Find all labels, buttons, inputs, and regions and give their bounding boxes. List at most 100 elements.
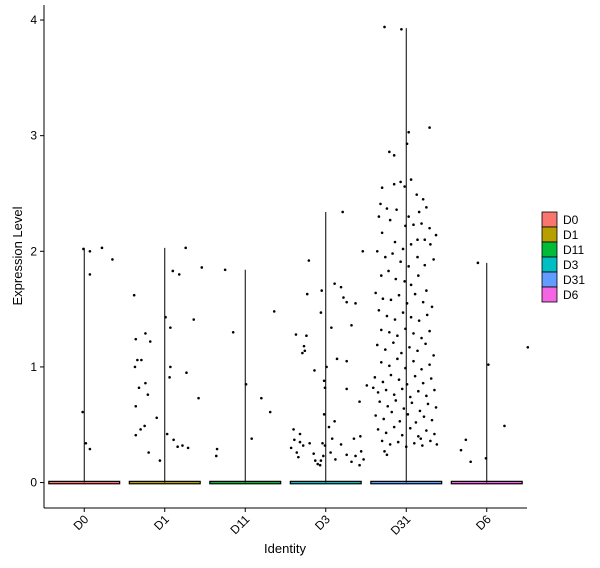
data-point-d11 [214,454,218,458]
data-point-d31 [418,409,422,413]
data-point-d31 [394,399,398,402]
data-point-d31 [384,255,387,259]
data-point-d31 [383,450,386,453]
data-point-d31 [409,283,413,287]
data-point-d3 [341,210,344,214]
data-point-d3 [293,438,296,442]
data-point-d31 [429,439,432,443]
data-point-d1 [197,396,200,400]
data-point-d31 [379,202,382,206]
data-point-d0 [88,447,92,451]
data-point-d31 [428,329,431,333]
data-point-d31 [389,373,393,377]
data-point-d1 [176,445,179,449]
data-point-d31 [396,357,399,361]
data-point-d11 [223,268,227,272]
data-point-d31 [412,223,415,227]
data-point-d0 [88,249,92,253]
data-point-d31 [392,425,396,429]
data-point-d31 [375,249,379,253]
data-point-d31 [388,150,391,154]
data-point-d1 [172,438,175,442]
data-point-d31 [425,206,428,209]
data-point-d3 [327,425,331,429]
data-point-d31 [425,394,428,398]
data-point-d3 [345,387,348,391]
data-point-d31 [384,348,387,351]
x-tick-label: D1 [151,512,172,533]
data-point-d31 [394,277,398,281]
data-point-d31 [413,441,416,445]
data-point-d31 [392,154,396,157]
data-point-d1 [164,315,167,319]
data-point-d31 [434,233,438,237]
data-point-d31 [400,27,403,31]
data-point-d31 [403,185,406,188]
data-point-d1 [147,451,150,454]
data-point-d31 [381,297,385,301]
data-point-d3 [294,333,298,336]
data-point-d31 [420,222,423,225]
data-point-d31 [408,345,411,349]
data-point-d3 [335,357,339,361]
y-tick-label: 2 [30,244,37,258]
data-point-d31 [417,435,420,438]
data-point-d31 [421,444,424,447]
data-point-d31 [433,432,436,436]
data-point-d31 [407,215,410,218]
data-point-d1 [134,404,138,408]
data-point-d31 [432,354,435,357]
data-point-d3 [339,285,343,289]
data-point-d31 [404,224,407,228]
data-point-d0 [100,246,104,250]
y-tick-label: 1 [30,360,37,374]
data-point-d31 [434,406,438,409]
data-point-d31 [428,363,431,366]
data-point-d31 [400,351,403,355]
data-point-d31 [426,402,430,406]
data-point-d1 [139,428,142,431]
data-point-d31 [423,263,427,267]
data-point-d6 [487,363,490,366]
data-point-d3 [307,259,311,262]
data-point-d1 [158,459,162,462]
data-point-d3 [323,386,327,390]
data-point-d3 [333,282,336,285]
data-point-d31 [401,247,405,251]
data-point-d1 [169,365,172,369]
data-point-d31 [417,319,421,322]
data-point-d31 [388,218,392,222]
x-tick-label: D6 [473,512,494,533]
data-point-d31 [417,389,420,393]
data-point-d31 [429,243,432,246]
data-point-d11 [303,349,307,353]
x-tick-label: D0 [71,512,92,533]
data-point-d3 [354,302,357,305]
data-point-d31 [421,300,425,304]
x-axis-ticks: D0 D1 D11 D3 D31 D6 [71,508,494,538]
data-point-d31 [380,231,384,235]
data-point-d3 [319,311,323,314]
data-point-d3 [359,450,363,453]
legend-key-d31 [541,271,558,288]
data-point-d31 [416,255,419,259]
data-point-d31 [412,332,415,335]
data-point-d31 [379,361,383,364]
data-point-d1 [186,446,190,450]
data-point-d31 [433,388,436,392]
x-tick-label: D3 [312,512,333,533]
data-point-d3 [289,446,293,450]
data-point-d31 [375,343,379,347]
data-point-d31 [371,386,375,390]
data-point-d31 [413,374,417,378]
legend-label-d6: D6 [563,288,579,302]
data-point-d1 [168,376,171,379]
data-point-d31 [417,210,421,214]
data-point-d3 [345,300,348,304]
data-point-d31 [416,238,419,242]
data-point-d3 [316,462,320,466]
data-point-d31 [384,388,388,392]
data-point-d31 [428,226,431,230]
data-point-d3 [330,326,333,329]
